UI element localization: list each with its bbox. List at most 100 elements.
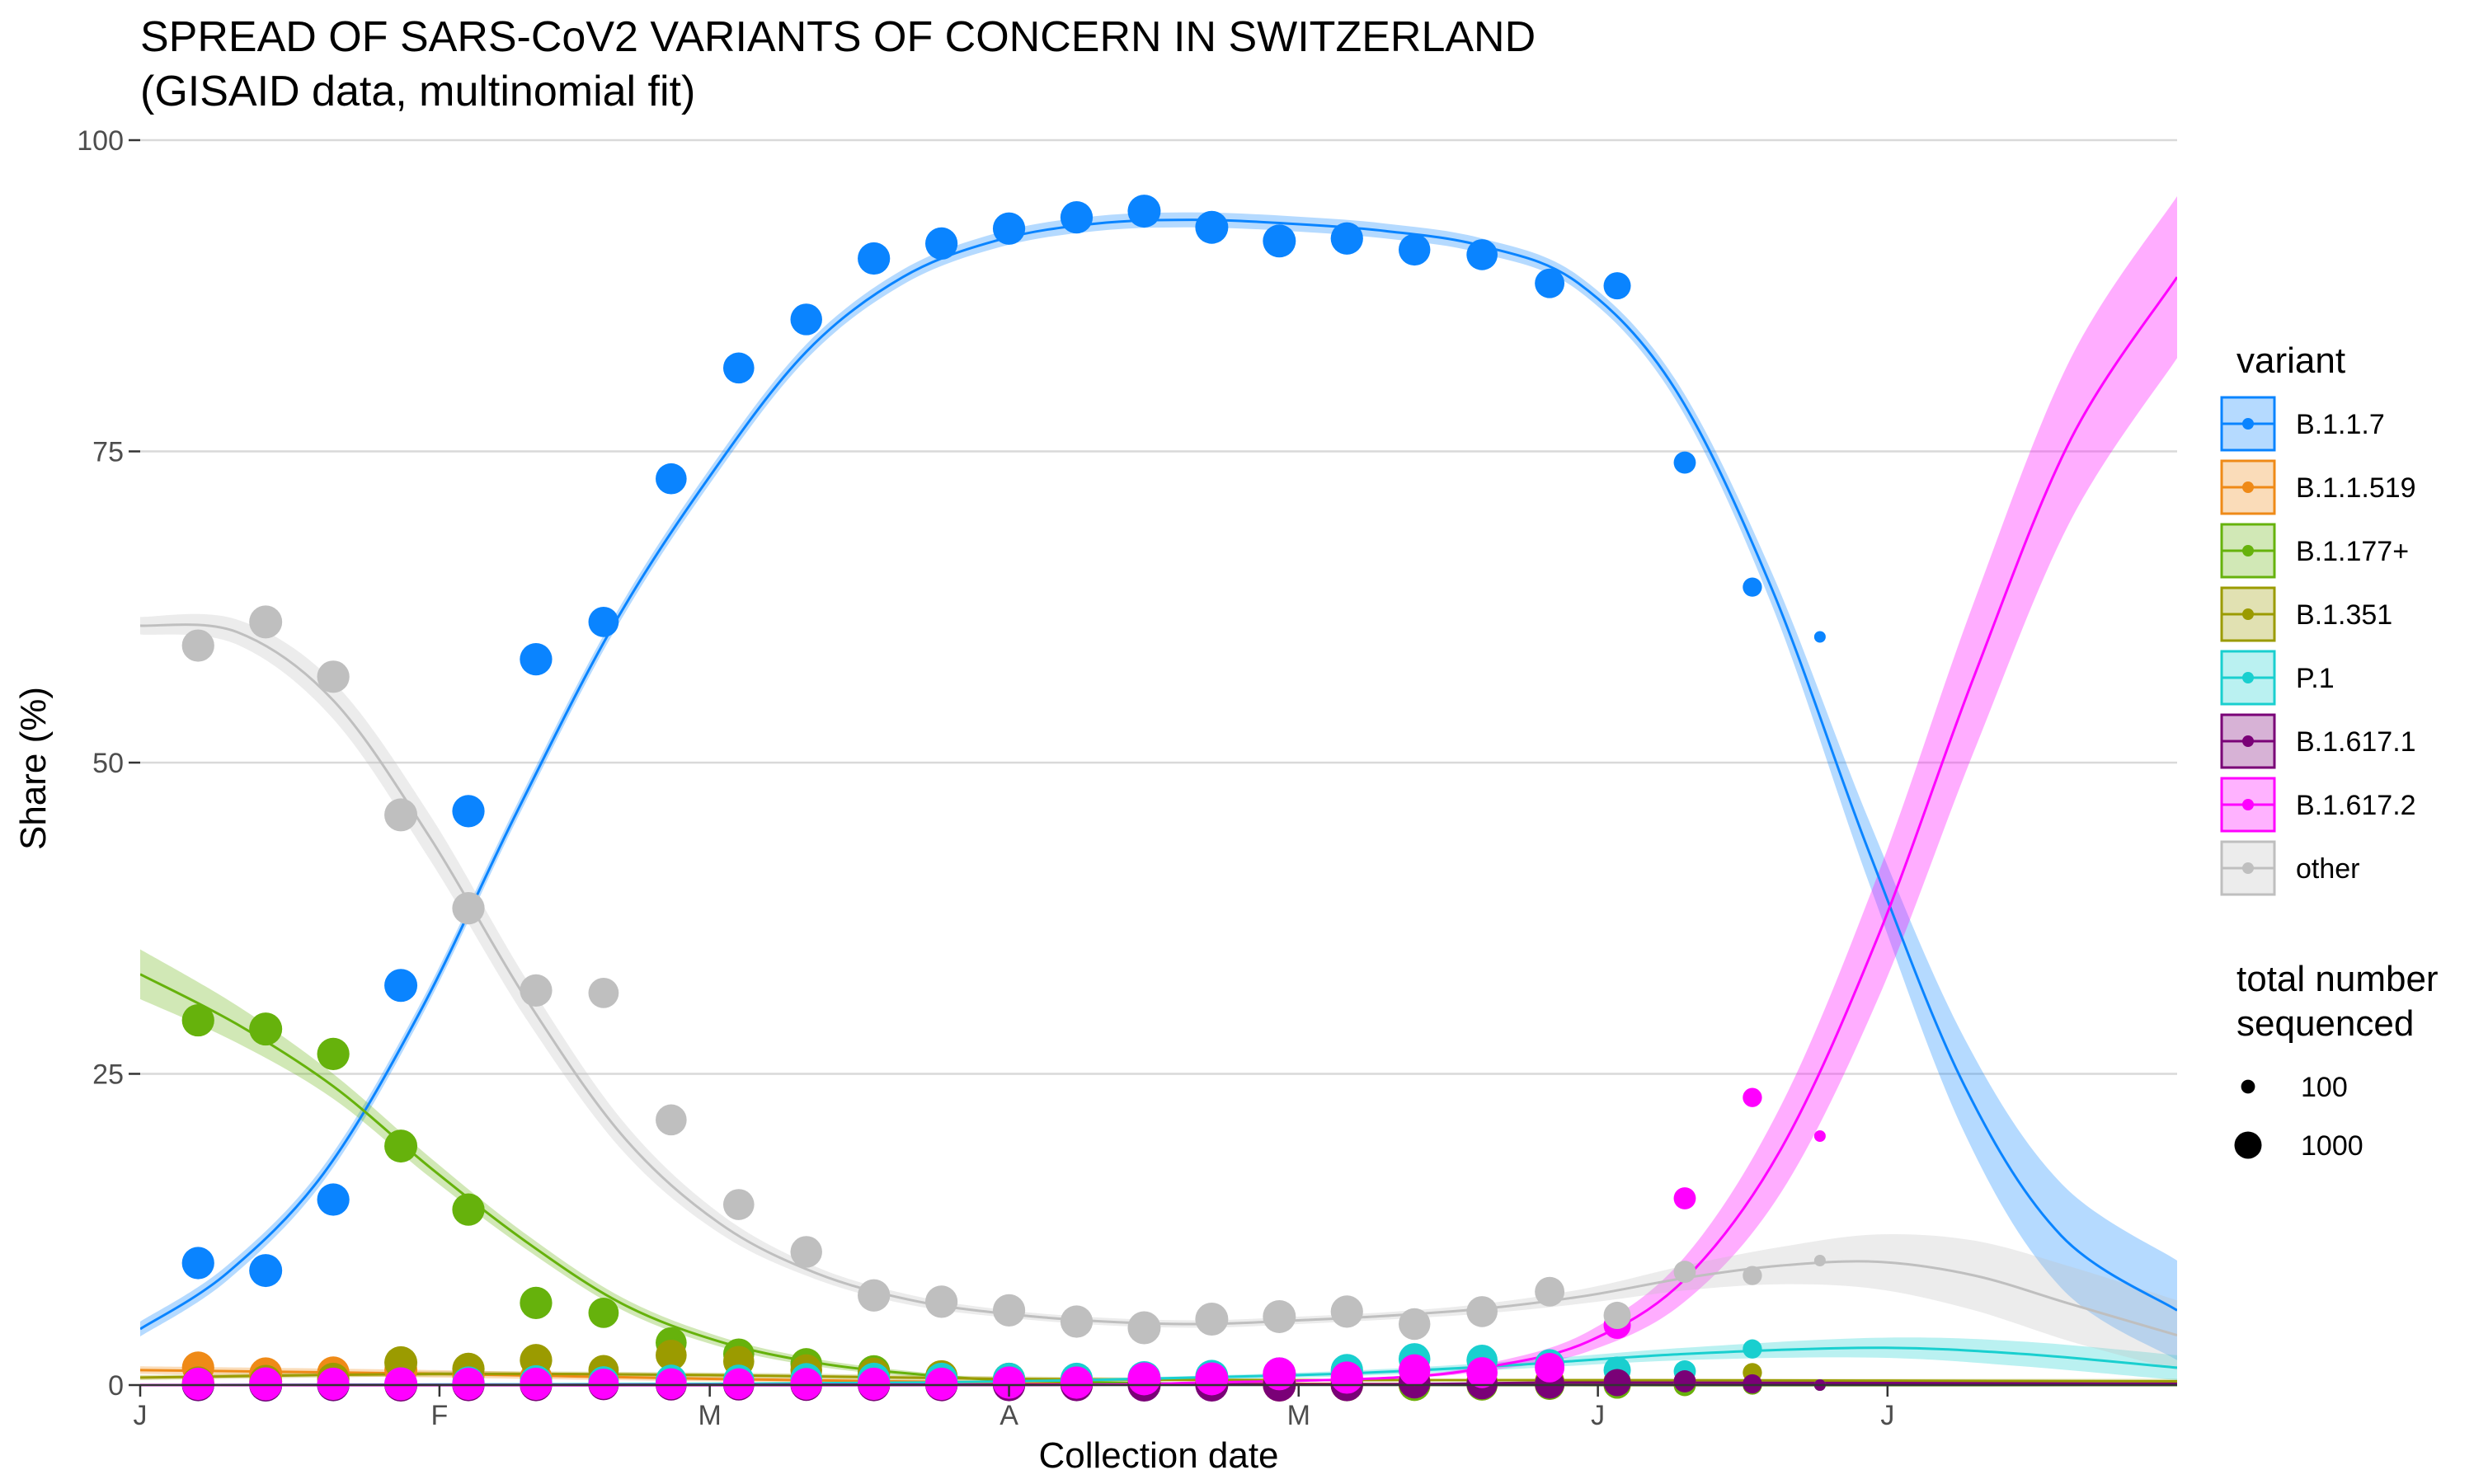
point-other-23 <box>1743 1266 1762 1285</box>
point-b-1-1-7-10 <box>858 242 891 275</box>
point-other-0 <box>181 629 214 662</box>
point-other-12 <box>992 1294 1026 1327</box>
chart-subtitle: (GISAID data, multinomial fit) <box>140 68 695 115</box>
legend-label-other: other <box>2296 853 2360 885</box>
point-b-1-617-2-17 <box>1330 1361 1363 1394</box>
point-b-1-1-7-21 <box>1603 272 1631 300</box>
legend-key-dot-b-1-617-2 <box>2242 799 2254 810</box>
fit-line-b-1-1-7 <box>140 218 2177 1331</box>
point-b-1-617-1-23 <box>1743 1374 1762 1394</box>
point-b-1-617-2-10 <box>858 1367 891 1401</box>
point-b-1-617-2-9 <box>790 1368 822 1400</box>
point-b-1-617-2-16 <box>1263 1357 1296 1391</box>
point-b-1-617-2-5 <box>520 1367 553 1401</box>
legend-item-b-1-351: B.1.351 <box>2220 586 2392 642</box>
x-tick-label-3: A <box>999 1400 1018 1431</box>
point-b-1-1-7-1 <box>249 1254 283 1288</box>
point-other-21 <box>1603 1301 1631 1329</box>
chart-title: SPREAD OF SARS-CoV2 VARIANTS OF CONCERN … <box>140 13 1536 61</box>
point-b-1-1-7-4 <box>452 795 485 828</box>
legend-item-b-1-1-519: B.1.1.519 <box>2220 459 2416 515</box>
x-tick-label-1: F <box>431 1400 449 1431</box>
x-tick-label-4: M <box>1287 1400 1310 1431</box>
point-b-1-1-7-18 <box>1398 233 1431 266</box>
point-b-1-1-7-8 <box>722 352 755 384</box>
point-b-1-351-7 <box>656 1339 687 1371</box>
legend-item-b-1-177-: B.1.177+ <box>2220 523 2409 579</box>
point-other-17 <box>1330 1295 1363 1328</box>
point-other-18 <box>1398 1308 1431 1341</box>
band-other <box>140 613 2177 1370</box>
y-tick-label-25: 25 <box>92 1059 124 1091</box>
point-b-1-177--4 <box>452 1193 485 1226</box>
point-other-3 <box>384 798 418 832</box>
y-tick-label-0: 0 <box>108 1370 124 1402</box>
point-b-1-617-2-23 <box>1743 1087 1762 1107</box>
point-b-1-1-7-0 <box>181 1247 214 1280</box>
point-other-1 <box>249 605 283 639</box>
point-b-1-617-2-13 <box>1060 1366 1094 1399</box>
point-b-1-617-1-22 <box>1673 1370 1696 1392</box>
point-b-1-177--6 <box>588 1298 619 1328</box>
point-other-5 <box>520 974 553 1007</box>
point-b-1-1-7-5 <box>520 643 553 676</box>
point-b-1-617-2-12 <box>992 1366 1026 1399</box>
size-legend-label-100: 100 <box>2301 1072 2348 1103</box>
point-b-1-1-7-16 <box>1263 224 1296 258</box>
legend-key-dot-b-1-617-1 <box>2242 735 2254 747</box>
x-tick-label-6: J <box>1880 1400 1894 1431</box>
fit-lines <box>140 218 2177 1387</box>
point-b-1-177--1 <box>249 1012 283 1046</box>
point-other-9 <box>790 1236 822 1268</box>
point-b-1-617-2-18 <box>1398 1354 1431 1387</box>
legend-label-b-1-351: B.1.351 <box>2296 599 2392 631</box>
fit-line-b-1-351 <box>140 1372 2177 1383</box>
point-other-7 <box>656 1104 687 1136</box>
point-other-8 <box>722 1189 755 1220</box>
point-b-1-1-7-22 <box>1673 451 1696 474</box>
point-b-1-1-7-13 <box>1060 201 1094 234</box>
legend-key-dot-p-1 <box>2242 672 2254 683</box>
point-b-1-1-7-14 <box>1127 195 1161 228</box>
point-b-1-1-7-7 <box>656 463 687 495</box>
point-b-1-617-2-24 <box>1813 1130 1826 1142</box>
point-other-24 <box>1813 1255 1826 1266</box>
point-b-1-1-7-17 <box>1330 222 1363 255</box>
axes: 0 25 50 75 100 J F M A M J J <box>77 125 2177 1431</box>
point-b-1-177--5 <box>520 1286 553 1319</box>
band-p-1 <box>140 1337 2177 1385</box>
point-b-1-617-2-6 <box>588 1369 619 1399</box>
size-legend-label-1000: 1000 <box>2301 1130 2363 1162</box>
point-b-1-1-7-20 <box>1535 268 1565 298</box>
point-b-1-1-7-12 <box>992 212 1026 245</box>
point-p-1-23 <box>1743 1339 1762 1359</box>
legend-label-b-1-177-: B.1.177+ <box>2296 536 2409 567</box>
band-b-1-617-2 <box>140 196 2177 1386</box>
size-legend: total number sequenced 100 1000 <box>2234 959 2439 1162</box>
legend-key-dot-b-1-1-519 <box>2242 481 2254 493</box>
point-b-1-1-7-23 <box>1743 577 1762 597</box>
legend-item-b-1-617-2: B.1.617.2 <box>2220 777 2416 833</box>
point-b-1-617-1-21 <box>1603 1369 1631 1397</box>
y-tick-label-100: 100 <box>77 125 124 157</box>
gridlines <box>140 139 2177 1387</box>
x-tick-label-0: J <box>134 1400 148 1431</box>
confidence-bands <box>140 196 2177 1386</box>
legend-key-dot-b-1-351 <box>2242 608 2254 620</box>
band-b-1-1-519 <box>140 1366 2177 1386</box>
legend-item-p-1: P.1 <box>2220 650 2335 706</box>
legend-item-b-1-617-1: B.1.617.1 <box>2220 713 2416 769</box>
size-legend-dot-1000 <box>2234 1131 2262 1159</box>
point-b-1-1-7-15 <box>1195 210 1229 244</box>
point-b-1-1-7-3 <box>384 969 418 1003</box>
legend-label-b-1-1-519: B.1.1.519 <box>2296 472 2416 504</box>
point-b-1-1-7-19 <box>1466 239 1498 270</box>
legend-label-b-1-617-1: B.1.617.1 <box>2296 726 2416 758</box>
x-tick-label-5: J <box>1591 1400 1605 1431</box>
size-legend-dot-100 <box>2241 1079 2255 1094</box>
point-b-1-1-7-6 <box>588 606 619 637</box>
legend-item-other: other <box>2220 840 2360 896</box>
point-b-1-177--2 <box>317 1037 350 1070</box>
y-axis-title: Share (%) <box>13 687 54 850</box>
variant-legend: variant B.1.1.7 B.1.1.519 B.1.177+ B.1.351 P… <box>2220 340 2416 896</box>
